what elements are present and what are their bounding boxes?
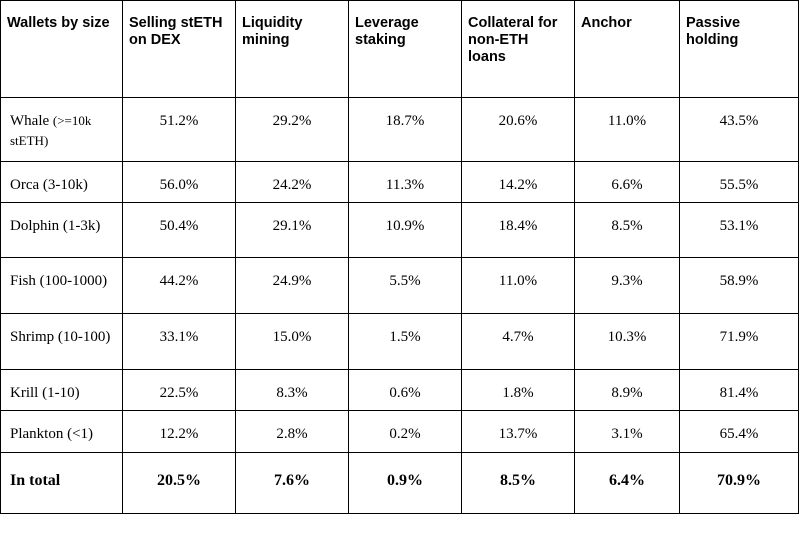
table-row: Plankton (<1) 12.2% 2.8% 0.2% 13.7% 3.1% 65.4% (0, 410, 799, 453)
table-row: Shrimp (10-100) 33.1% 15.0% 1.5% 4.7% 10.3% 71… (0, 313, 799, 370)
header-leverage-staking: Leverage staking (348, 0, 462, 98)
table-cell: 11.0% (574, 97, 680, 162)
total-row: In total 20.5% 7.6% 0.9% 8.5% 6.4% 70.9% (0, 452, 799, 514)
table-cell: 2.8% (235, 410, 349, 453)
table-cell: 58.9% (679, 257, 799, 314)
row-label-main: Orca (3-10k) (10, 177, 88, 193)
table-cell: 1.5% (348, 313, 462, 370)
header-passive-holding: Passive holding (679, 0, 799, 98)
header-liquidity-mining: Liquidity mining (235, 0, 349, 98)
total-cell: 70.9% (679, 452, 799, 514)
table-cell: 13.7% (461, 410, 575, 453)
row-label: Plankton (<1) (0, 410, 123, 453)
table-cell: 56.0% (122, 161, 236, 203)
row-label: Orca (3-10k) (0, 161, 123, 203)
total-cell: 20.5% (122, 452, 236, 514)
row-label-detail: (>=10k stETH) (10, 113, 92, 148)
table-cell: 65.4% (679, 410, 799, 453)
table-cell: 15.0% (235, 313, 349, 370)
table-cell: 4.7% (461, 313, 575, 370)
total-cell: 7.6% (235, 452, 349, 514)
table-cell: 11.0% (461, 257, 575, 314)
table-cell: 29.1% (235, 202, 349, 258)
table-row: Fish (100-1000) 44.2% 24.9% 5.5% 11.0% 9.3% 58… (0, 257, 799, 314)
table-cell: 3.1% (574, 410, 680, 453)
table-cell: 0.2% (348, 410, 462, 453)
table-cell: 11.3% (348, 161, 462, 203)
total-cell: 6.4% (574, 452, 680, 514)
total-label: In total (0, 452, 123, 514)
table-cell: 33.1% (122, 313, 236, 370)
table-cell: 51.2% (122, 97, 236, 162)
row-label: Shrimp (10-100) (0, 313, 123, 370)
row-label: Whale (>=10k stETH) (0, 97, 123, 162)
row-label: Dolphin (1-3k) (0, 202, 123, 258)
total-cell: 8.5% (461, 452, 575, 514)
wallet-usage-table: Wallets by size Selling stETH on DEX Liq… (0, 0, 799, 514)
header-collateral-non-eth-loans: Collateral for non-ETH loans (461, 0, 575, 98)
table-cell: 10.3% (574, 313, 680, 370)
table-cell: 12.2% (122, 410, 236, 453)
table-cell: 71.9% (679, 313, 799, 370)
table-row: Krill (1-10) 22.5% 8.3% 0.6% 1.8% 8.9% 81.4% (0, 369, 799, 411)
row-label: Krill (1-10) (0, 369, 123, 411)
table-cell: 9.3% (574, 257, 680, 314)
table-cell: 0.6% (348, 369, 462, 411)
table-cell: 5.5% (348, 257, 462, 314)
table-row: Whale (>=10k stETH) 51.2% 29.2% 18.7% 20.6% 1… (0, 97, 799, 162)
row-label-main: Fish (100-1000) (10, 273, 108, 289)
table-cell: 8.5% (574, 202, 680, 258)
table-cell: 24.2% (235, 161, 349, 203)
table-cell: 8.3% (235, 369, 349, 411)
table-cell: 22.5% (122, 369, 236, 411)
table-cell: 18.7% (348, 97, 462, 162)
row-label-main: Dolphin (1-3k) (10, 218, 101, 234)
total-cell: 0.9% (348, 452, 462, 514)
table-cell: 10.9% (348, 202, 462, 258)
header-row: Wallets by size Selling stETH on DEX Liq… (0, 0, 799, 98)
table-row: Dolphin (1-3k) 50.4% 29.1% 10.9% 18.4% 8.5% 53… (0, 202, 799, 258)
table-cell: 8.9% (574, 369, 680, 411)
table-cell: 1.8% (461, 369, 575, 411)
table-cell: 53.1% (679, 202, 799, 258)
table-cell: 20.6% (461, 97, 575, 162)
table-cell: 14.2% (461, 161, 575, 203)
table-cell: 29.2% (235, 97, 349, 162)
row-label-main: Krill (1-10) (10, 385, 80, 401)
row-label-main: Whale (10, 113, 53, 129)
table-cell: 24.9% (235, 257, 349, 314)
table-cell: 81.4% (679, 369, 799, 411)
row-label-main: Shrimp (10-100) (10, 329, 111, 345)
header-wallets-by-size: Wallets by size (0, 0, 123, 98)
table-cell: 18.4% (461, 202, 575, 258)
table-cell: 44.2% (122, 257, 236, 314)
header-selling-steth-on-dex: Selling stETH on DEX (122, 0, 236, 98)
header-anchor: Anchor (574, 0, 680, 98)
row-label: Fish (100-1000) (0, 257, 123, 314)
table-cell: 6.6% (574, 161, 680, 203)
table-row: Orca (3-10k) 56.0% 24.2% 11.3% 14.2% 6.6% 55.5… (0, 161, 799, 203)
row-label-main: Plankton (<1) (10, 426, 94, 442)
table-cell: 50.4% (122, 202, 236, 258)
table-cell: 43.5% (679, 97, 799, 162)
table-cell: 55.5% (679, 161, 799, 203)
